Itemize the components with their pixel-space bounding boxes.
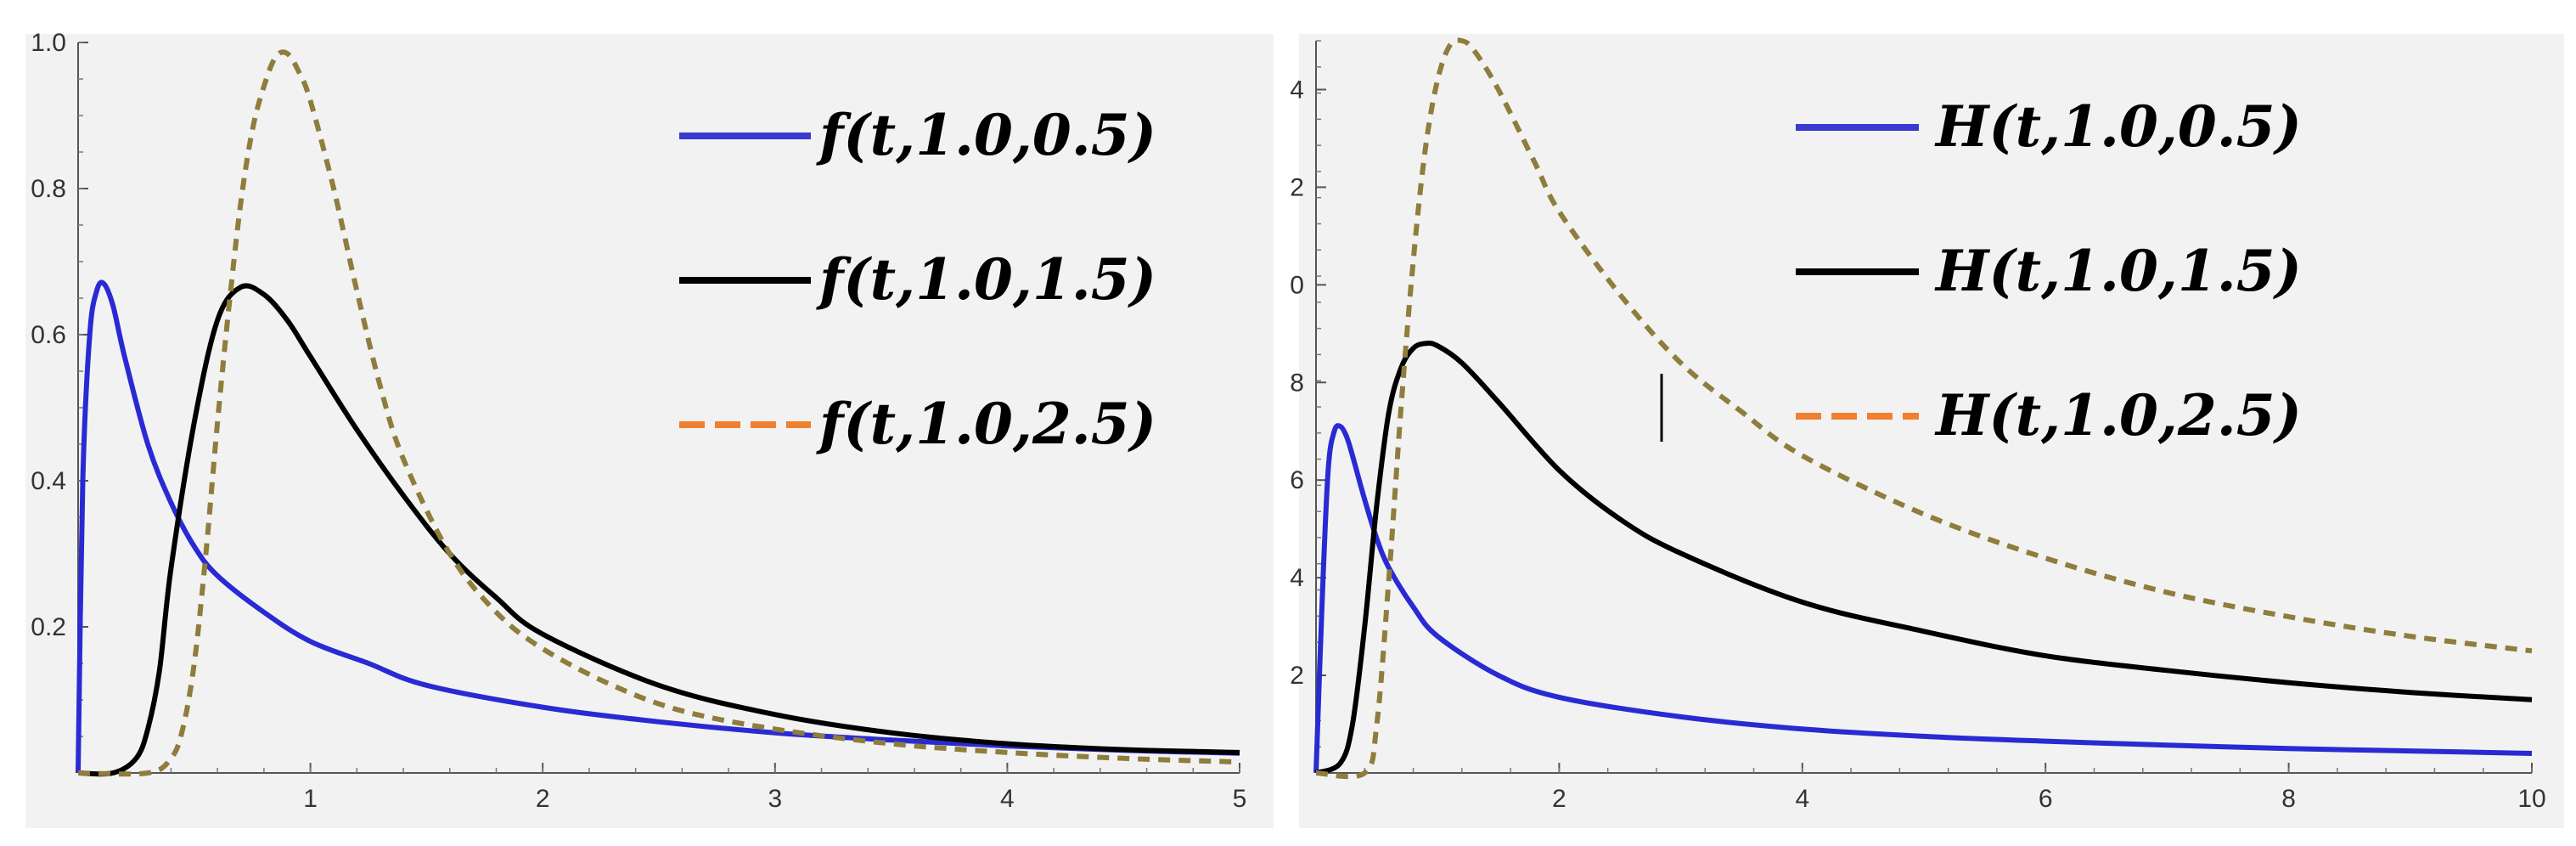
- y-tick-label: 0.6: [31, 321, 66, 349]
- legend-label-1: H(t,1.0,0.5): [1934, 93, 2302, 160]
- y-tick-label: 0.8: [31, 175, 66, 203]
- plot-background: [25, 34, 1274, 828]
- series-line-3: [77, 49, 1240, 777]
- x-tick-label: 6: [2039, 785, 2053, 813]
- chart-panel-right: 2 4 6 8 10 0.2 0.4 0.6 0.8 1.0 1.2 1.4 H(t,1.0,0.5) H…: [1291, 0, 2576, 846]
- legend-label-3: H(t,1.0,2.5): [1934, 382, 2302, 448]
- y-tick-label: 0.6: [1291, 466, 1304, 494]
- y-tick-label: 1.2: [1291, 173, 1304, 201]
- x-tick-label: 8: [2281, 785, 2296, 813]
- x-tick-label: 4: [1795, 785, 1809, 813]
- x-tick-label: 2: [1552, 785, 1566, 813]
- legend-label-2: H(t,1.0,1.5): [1934, 238, 2302, 304]
- x-tick-label: 1: [303, 785, 318, 813]
- series-line-3: [1315, 37, 2533, 780]
- chart-right-svg: 2 4 6 8 10 0.2 0.4 0.6 0.8 1.0 1.2 1.4 H(t,1.0,0.5) H…: [1291, 34, 2564, 828]
- chart-left-svg: 1 2 3 4 5 0.2 0.4 0.6 0.8 1.0 f(t,1.0,0.5) f(t,1.0,…: [25, 29, 1274, 828]
- chart-panel-left: 1 2 3 4 5 0.2 0.4 0.6 0.8 1.0 f(t,1.0,0.5) f(t,1.0,…: [0, 0, 1282, 846]
- x-tick-label: 4: [1000, 785, 1015, 813]
- series-line-1: [1313, 423, 2533, 774]
- x-tick-label: 3: [768, 785, 782, 813]
- x-tick-label: 2: [536, 785, 550, 813]
- y-tick-label: 1.0: [1291, 271, 1304, 299]
- y-tick-label: 1.0: [31, 29, 66, 57]
- legend-label-3: f(t,1.0,2.5): [816, 391, 1156, 457]
- y-tick-label: 0.2: [1291, 662, 1304, 690]
- y-tick-label: 0.2: [31, 613, 66, 641]
- x-tick-label: 5: [1233, 785, 1247, 813]
- x-tick-label: 10: [2517, 785, 2545, 813]
- legend-label-1: f(t,1.0,0.5): [816, 102, 1156, 168]
- y-tick-label: 0.4: [1291, 564, 1304, 592]
- y-tick-label: 0.8: [1291, 369, 1304, 397]
- series-line-2: [77, 283, 1240, 777]
- series-line-1: [76, 279, 1240, 774]
- series-line-2: [1314, 340, 2533, 776]
- y-tick-label: 1.4: [1291, 76, 1304, 104]
- legend-label-2: f(t,1.0,1.5): [816, 246, 1156, 313]
- plot-background: [1299, 34, 2564, 828]
- y-tick-label: 0.4: [31, 467, 66, 495]
